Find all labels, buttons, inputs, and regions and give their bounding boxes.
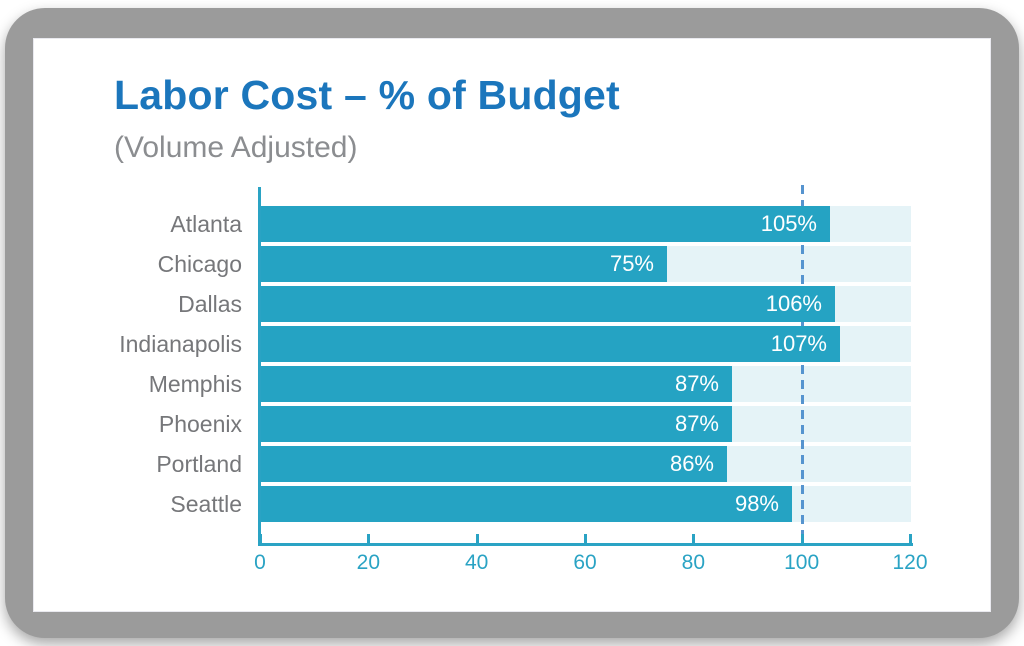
category-label: Chicago <box>157 251 242 277</box>
x-axis-tick-label: 20 <box>356 551 380 574</box>
x-axis-tick <box>692 534 696 544</box>
x-axis-tick <box>475 534 479 544</box>
x-axis-tick-label: 60 <box>573 551 597 574</box>
x-axis-tick <box>259 534 262 544</box>
x-axis-tick-label: 100 <box>784 551 820 574</box>
category-label: Atlanta <box>170 211 242 237</box>
bar: 106% <box>260 286 835 322</box>
category-label: Dallas <box>178 291 242 317</box>
x-axis-tick-label: 0 <box>254 551 266 574</box>
category-label: Indianapolis <box>119 331 242 357</box>
chart-title: Labor Cost – % of Budget <box>114 72 620 118</box>
bar: 107% <box>260 326 840 362</box>
x-axis-tick <box>800 534 804 544</box>
x-axis-tick-label: 120 <box>892 551 928 574</box>
bar: 75% <box>260 246 667 282</box>
y-axis-line <box>258 187 261 546</box>
x-axis-tick <box>584 534 587 544</box>
category-label: Phoenix <box>158 411 242 437</box>
reference-line-100 <box>800 185 804 546</box>
x-axis-tick <box>367 534 371 544</box>
chart-subtitle: (Volume Adjusted) <box>114 131 358 164</box>
bar: 86% <box>260 446 727 482</box>
x-axis-tick-label: 40 <box>464 551 489 574</box>
bar: 105% <box>260 206 830 242</box>
x-axis-tick-label: 80 <box>681 551 705 574</box>
bar: 98% <box>260 486 792 522</box>
category-label: Portland <box>156 451 242 477</box>
category-label: Seattle <box>170 491 242 517</box>
bar: 87% <box>260 406 732 442</box>
x-axis-tick <box>909 534 912 544</box>
bar: 87% <box>260 366 732 402</box>
x-axis-line <box>258 543 913 546</box>
category-label: Memphis <box>148 371 242 397</box>
